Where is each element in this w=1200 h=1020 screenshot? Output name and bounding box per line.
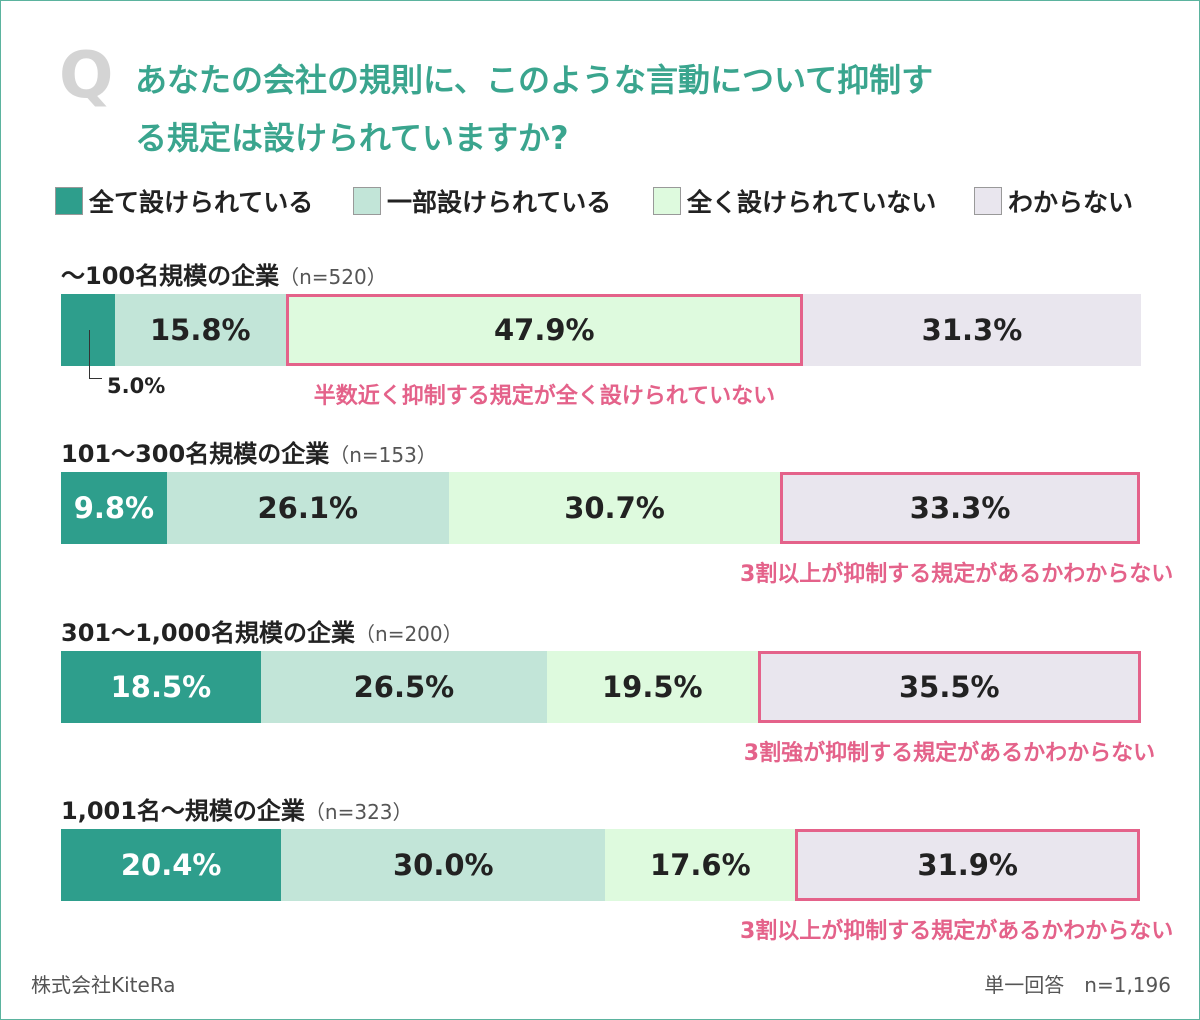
- legend-swatch: [353, 187, 381, 215]
- value-label: 20.4%: [120, 848, 222, 882]
- value-label: 31.3%: [921, 313, 1023, 347]
- value-label: 17.6%: [650, 848, 751, 882]
- legend-swatch: [55, 187, 83, 215]
- legend-item: 一部設けられている: [353, 183, 611, 219]
- value-label: 5.0%: [107, 374, 166, 398]
- sample-size: （n=323）: [304, 800, 413, 824]
- value-label: 9.8%: [73, 491, 155, 525]
- legend-swatch: [653, 187, 681, 215]
- annotation: 半数近く抑制する規定が全く設けられていない: [313, 384, 776, 409]
- value-label: 31.9%: [917, 848, 1018, 882]
- value-label: 33.3%: [909, 491, 1011, 525]
- annotation: 3割以上が抑制する規定があるかわからない: [740, 919, 1174, 944]
- category-label: 301〜1,000名規模の企業（n=200）: [61, 613, 463, 648]
- value-label: 26.1%: [257, 491, 359, 525]
- legend-label: 一部設けられている: [387, 188, 612, 217]
- bar-segment: [61, 294, 115, 366]
- bar-segment: [166, 472, 449, 544]
- value-label: 35.5%: [898, 670, 1000, 704]
- legend-label: 全く設けられていない: [687, 188, 937, 217]
- bar-segment: [281, 829, 606, 901]
- value-label: 18.5%: [110, 670, 212, 704]
- category-label: 101〜300名規模の企業（n=153）: [61, 434, 437, 469]
- bar-segment: [802, 294, 1141, 366]
- question-mark: Q: [59, 39, 114, 113]
- legend-swatch: [974, 187, 1002, 215]
- bar-segment: [448, 472, 781, 544]
- category-label: 〜100名規模の企業（n=520）: [61, 256, 387, 291]
- sample-size: （n=153）: [329, 443, 437, 467]
- bar-segment: [61, 472, 167, 544]
- value-label: 19.5%: [601, 670, 703, 704]
- bar-segment: [780, 472, 1140, 544]
- value-label: 15.8%: [150, 313, 251, 347]
- source: 株式会社KiteRa: [31, 973, 176, 997]
- category-name: 301〜1,000名規模の企業: [61, 619, 356, 647]
- category-name: 101〜300名規模の企業: [61, 440, 330, 468]
- bar-segment: [61, 651, 261, 723]
- bar-segment: [61, 829, 282, 901]
- annotation: 3割強が抑制する規定があるかわからない: [743, 741, 1156, 766]
- bar-segment: [285, 294, 803, 366]
- category-name: 〜100名規模の企業: [61, 262, 280, 290]
- value-label: 47.9%: [493, 313, 595, 347]
- bar-segment: [795, 829, 1140, 901]
- sample-size: （n=200）: [355, 622, 463, 646]
- legend-item: 全く設けられていない: [653, 183, 936, 219]
- bar-segment: [547, 651, 758, 723]
- note: 単一回答 n=1,196: [984, 973, 1171, 997]
- bar-segment: [605, 829, 796, 901]
- legend-label: わからない: [1008, 188, 1134, 217]
- bar-segment: [757, 651, 1141, 723]
- bar-segment: [260, 651, 547, 723]
- value-label: 30.0%: [393, 848, 494, 882]
- bar-segment: [115, 294, 286, 366]
- chart-title: あなたの会社の規則に、このような言動について抑制する規定は設けられていますか?: [135, 61, 934, 157]
- value-label: 30.7%: [564, 491, 665, 525]
- value-label: 26.5%: [353, 670, 455, 704]
- category-label: 1,001名〜規模の企業（n=323）: [61, 791, 413, 826]
- legend-label: 全て設けられている: [89, 188, 314, 217]
- sample-size: （n=520）: [279, 265, 387, 289]
- annotation: 3割以上が抑制する規定があるかわからない: [740, 562, 1174, 587]
- leader-line: [89, 330, 102, 379]
- legend-item: 全て設けられている: [55, 183, 313, 219]
- category-name: 1,001名〜規模の企業: [61, 797, 305, 825]
- legend-item: わからない: [974, 183, 1133, 219]
